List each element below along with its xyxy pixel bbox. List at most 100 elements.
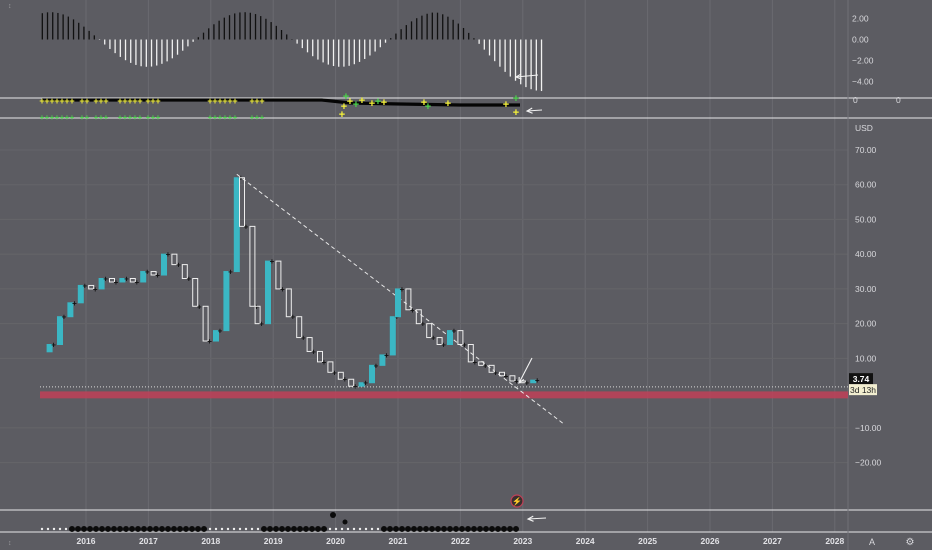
- up-candle: [395, 288, 401, 318]
- price-tick-label: 50.00: [855, 214, 877, 224]
- green-signal-marker: +: [260, 113, 265, 122]
- yellow-signal-marker: +: [249, 96, 254, 106]
- up-candle: [57, 316, 63, 346]
- close-marker: +: [441, 341, 446, 350]
- close-marker: +: [270, 257, 275, 266]
- close-marker: +: [93, 285, 98, 294]
- up-candle: [119, 277, 126, 283]
- green-signal-marker: +: [60, 113, 65, 122]
- green-signal-marker: +: [104, 113, 109, 122]
- up-candle: [213, 330, 219, 342]
- volume-dot: [513, 526, 519, 532]
- down-candle: [306, 337, 313, 352]
- volume-dot: [75, 526, 81, 532]
- volume-dot: [393, 526, 399, 532]
- yellow-signal-marker: +: [98, 96, 103, 106]
- x-tick-label: 2022: [451, 536, 470, 546]
- price-tick-label: −10.00: [855, 423, 882, 433]
- volume-dot: [58, 527, 62, 531]
- oscillator-tick-label: −4.00: [852, 77, 874, 87]
- close-marker: +: [374, 361, 379, 370]
- down-candle: [337, 371, 344, 380]
- volume-dot: [183, 526, 189, 532]
- close-marker: +: [535, 376, 540, 385]
- yellow-signal-marker: +: [232, 96, 237, 106]
- green-signal-marker: +: [353, 99, 359, 111]
- close-marker: +: [103, 274, 108, 283]
- volume-dot: [267, 526, 273, 532]
- green-signal-marker: +: [233, 113, 238, 122]
- green-signal-marker: +: [118, 113, 123, 122]
- oscillator-tick-label: −2.00: [852, 56, 874, 66]
- yellow-signal-marker: +: [227, 96, 232, 106]
- volume-dot: [447, 526, 453, 532]
- close-marker: +: [420, 320, 425, 329]
- price-tick-label: −20.00: [855, 458, 882, 468]
- close-marker: +: [114, 278, 119, 287]
- yellow-signal-marker: +: [117, 96, 122, 106]
- up-candle: [46, 344, 53, 353]
- down-candle: [285, 288, 292, 318]
- volume-dot: [489, 526, 495, 532]
- close-marker: +: [363, 379, 368, 388]
- green-signal-marker: +: [375, 96, 381, 108]
- green-signal-marker: +: [50, 113, 55, 122]
- up-candle: [389, 316, 396, 356]
- volume-dot: [297, 526, 303, 532]
- currency-label: USD: [855, 123, 873, 133]
- volume-dot: [40, 527, 44, 531]
- volume-dot: [370, 527, 374, 531]
- auto-scale-label: A: [869, 537, 875, 547]
- volume-dot: [376, 527, 380, 531]
- countdown-value: 3d 13h: [850, 385, 876, 395]
- close-marker: +: [452, 327, 457, 336]
- close-marker: +: [384, 351, 389, 360]
- volume-dot: [135, 526, 141, 532]
- close-marker: +: [400, 285, 405, 294]
- volume-dot: [153, 526, 159, 532]
- down-candle: [192, 277, 199, 307]
- green-signal-marker: +: [70, 113, 75, 122]
- annotation-arrowhead: [514, 73, 522, 80]
- down-candle: [109, 277, 115, 283]
- volume-dot: [387, 526, 393, 532]
- pane-handle: ↕: [8, 540, 12, 547]
- yellow-signal-marker: +: [369, 98, 375, 110]
- green-signal-marker: +: [250, 113, 255, 122]
- green-signal-marker: +: [94, 113, 99, 122]
- yellow-signal-marker: +: [222, 96, 227, 106]
- close-marker: +: [186, 274, 191, 283]
- volume-dot: [309, 526, 315, 532]
- volume-dot: [279, 526, 285, 532]
- volume-dot: [111, 526, 117, 532]
- down-candle: [499, 371, 505, 377]
- flash-badge: [510, 494, 524, 508]
- down-candle: [249, 225, 256, 307]
- up-candle: [447, 330, 453, 346]
- close-marker: +: [332, 368, 337, 377]
- annotation-arrowhead: [526, 515, 534, 522]
- x-tick-label: 2027: [763, 536, 782, 546]
- down-candle: [327, 361, 334, 373]
- green-signal-marker: +: [223, 113, 228, 122]
- close-marker: +: [431, 334, 436, 343]
- close-marker: +: [134, 278, 139, 287]
- yellow-signal-marker: +: [217, 96, 222, 106]
- yellow-signal-marker: +: [93, 96, 98, 106]
- volume-dot: [189, 526, 195, 532]
- up-candle: [265, 260, 271, 325]
- green-signal-marker: +: [55, 113, 60, 122]
- green-signal-marker: +: [146, 113, 151, 122]
- countdown-badge: [849, 384, 877, 396]
- volume-dot: [471, 526, 477, 532]
- green-signal-marker: +: [123, 113, 128, 122]
- volume-dot: [495, 526, 501, 532]
- volume-dot: [358, 527, 362, 531]
- x-tick-label: 2016: [77, 536, 96, 546]
- down-candle: [457, 330, 464, 346]
- up-candle: [98, 277, 105, 290]
- annotation-arrowhead: [525, 107, 533, 114]
- down-candle: [171, 253, 178, 266]
